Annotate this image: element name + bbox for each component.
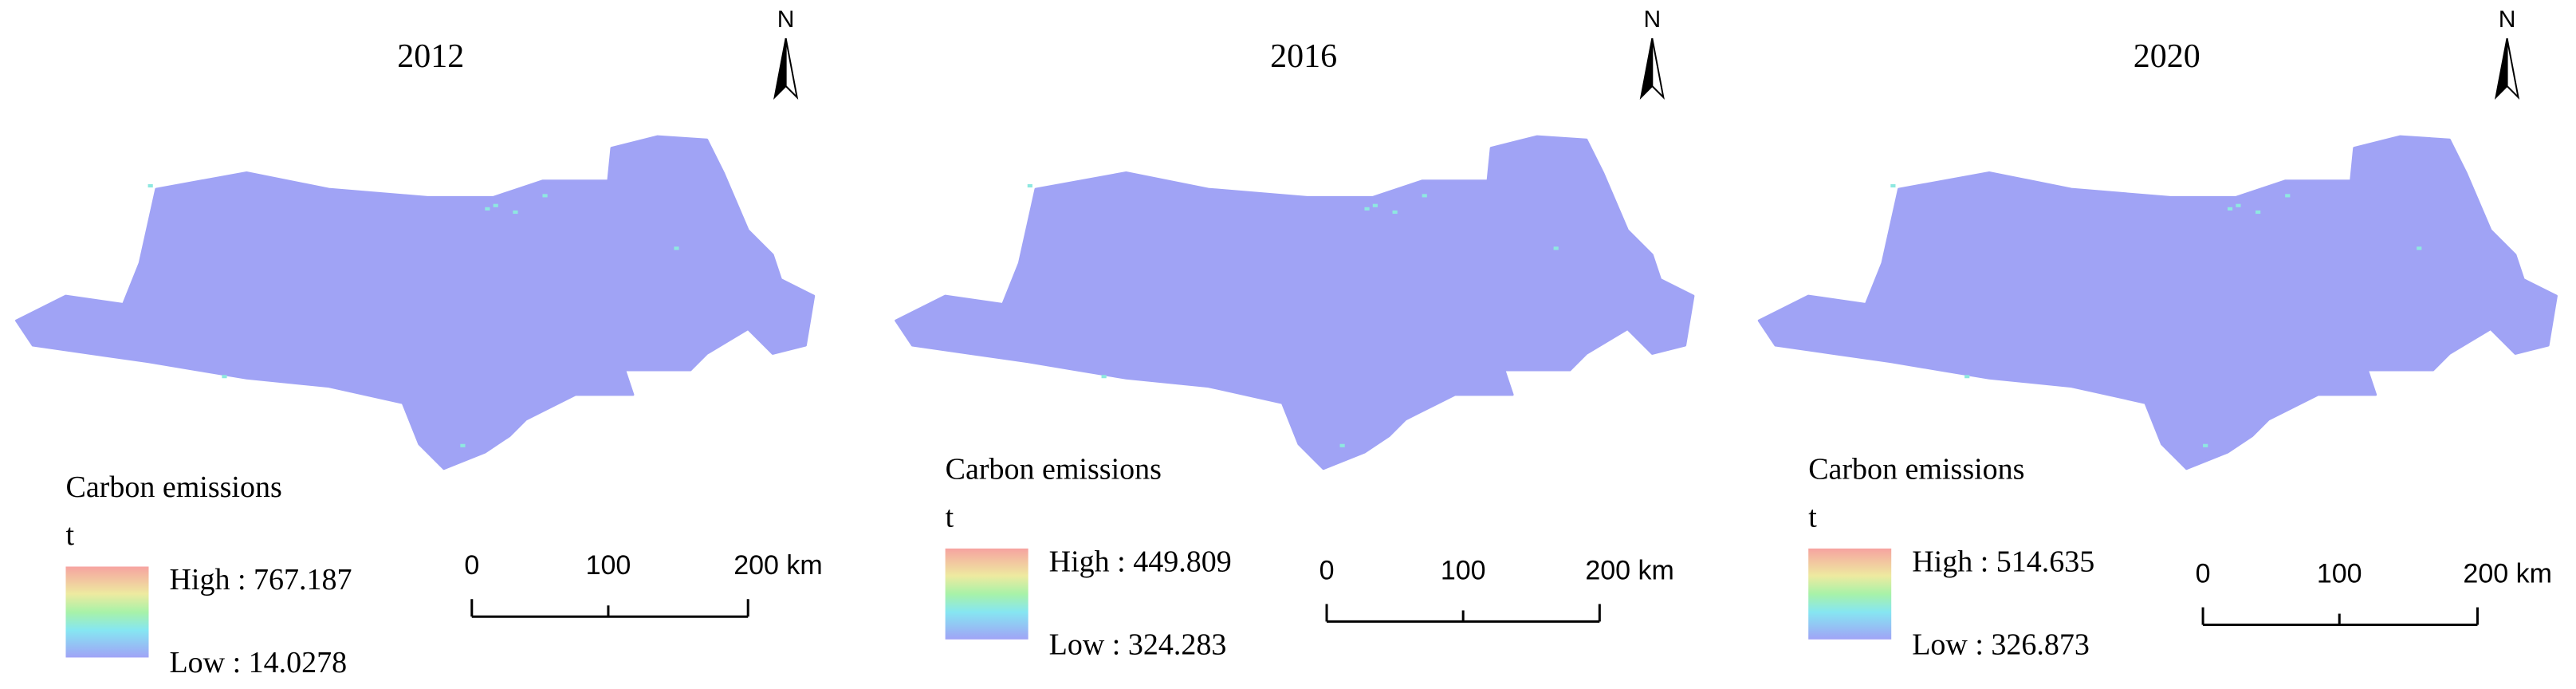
hotspot — [1553, 246, 1559, 250]
north-arrow-right — [785, 37, 799, 100]
map-panel: 2012 N Carbon emissions t High : 767.187 Low … — [15, 6, 823, 679]
legend-high: High : 449.809 — [1049, 545, 1232, 579]
region — [1757, 135, 2558, 470]
hotspot — [1339, 443, 1345, 447]
hotspot — [1027, 183, 1032, 188]
hotspot — [2236, 203, 2241, 207]
legend-unit: t — [1808, 501, 1817, 534]
legend-low: Low : 324.283 — [1049, 628, 1227, 662]
hotspot — [147, 183, 153, 188]
legend-high: High : 767.187 — [169, 563, 352, 596]
hotspot — [1364, 207, 1370, 211]
legend-high: High : 514.635 — [1912, 545, 2094, 579]
hotspot — [2417, 246, 2422, 250]
panel-title: 2020 — [2134, 38, 2200, 75]
map-panel: 2016 N Carbon emissions t High : 449.809 Low … — [895, 6, 1695, 662]
map-area — [1757, 135, 2558, 470]
legend-ramp — [1808, 548, 1892, 640]
hotspot — [674, 246, 679, 250]
scale-label: 100 — [586, 550, 631, 581]
hotspot — [2228, 207, 2233, 211]
map-panel: 2020 N Carbon emissions t High : 514.635 Low … — [1757, 6, 2558, 662]
hotspot — [2255, 210, 2261, 215]
north-arrow-left — [1639, 37, 1654, 100]
hotspot — [485, 207, 490, 211]
north-arrow-left — [2494, 37, 2508, 100]
north-label: N — [1643, 6, 1661, 33]
scale-label: 0 — [2196, 559, 2211, 589]
legend-unit: t — [65, 518, 74, 552]
hotspot — [1422, 194, 1427, 198]
north-arrow-right — [1651, 37, 1665, 100]
hotspot — [513, 210, 518, 215]
hotspot — [460, 443, 466, 447]
hotspot — [1964, 375, 1970, 379]
hotspot — [493, 203, 498, 207]
scale-label: 0 — [1319, 555, 1335, 585]
north-label: N — [777, 6, 795, 33]
hotspot — [1101, 375, 1107, 379]
hotspot — [222, 375, 227, 379]
hotspot — [2285, 194, 2291, 198]
hotspot — [542, 194, 548, 198]
hotspot — [1392, 210, 1398, 215]
scale-label: 100 — [2317, 559, 2362, 589]
hotspot — [1372, 203, 1378, 207]
scale-label: 200 km — [2463, 559, 2552, 589]
hotspot — [1890, 183, 1896, 188]
region — [895, 135, 1695, 470]
legend-ramp — [945, 548, 1028, 640]
legend-ramp — [65, 566, 149, 658]
map-area — [15, 135, 816, 470]
scale-label: 200 km — [1585, 555, 1674, 585]
panel-title: 2016 — [1270, 38, 1337, 75]
legend-low: Low : 326.873 — [1912, 628, 2090, 662]
scale-label: 0 — [464, 550, 479, 581]
north-arrow-right — [2506, 37, 2520, 100]
region — [15, 135, 816, 470]
north-arrow-left — [773, 37, 787, 100]
panel-title: 2012 — [397, 38, 464, 75]
hotspot — [2203, 443, 2208, 447]
legend-title: Carbon emissions — [946, 453, 1162, 486]
legend-title: Carbon emissions — [1808, 453, 2024, 486]
scale-label: 200 km — [733, 550, 822, 581]
legend-unit: t — [946, 501, 954, 534]
map-area — [895, 135, 1695, 470]
legend-low: Low : 14.0278 — [169, 646, 347, 679]
legend-title: Carbon emissions — [65, 470, 281, 504]
north-label: N — [2499, 6, 2516, 33]
scale-label: 100 — [1441, 555, 1486, 585]
